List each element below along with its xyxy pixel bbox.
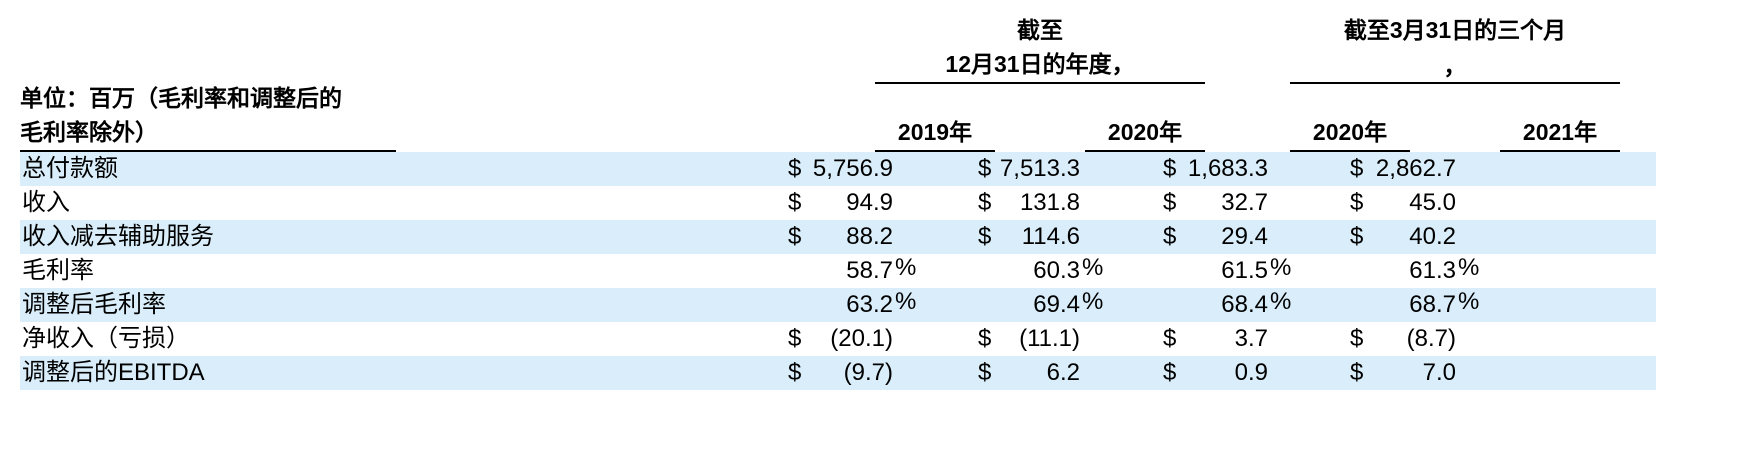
dollar-sign-2020-annual: $: [978, 155, 992, 182]
group1-title-line1: 截至: [1017, 17, 1063, 43]
unit-label-line2: 毛利率除外）: [20, 119, 158, 145]
dollar-sign-2020-annual: $: [978, 325, 992, 352]
value-2020-annual: 60.3: [1033, 257, 1080, 284]
group1-title-line2: 12月31日的年度，: [945, 51, 1135, 77]
percent-sign-2020-quarter: %: [1270, 254, 1292, 281]
column-header-2020-quarter-underline: [1290, 150, 1410, 152]
value-2019: 5,756.9: [812, 155, 893, 182]
value-2020-quarter: 68.4: [1221, 291, 1268, 318]
percent-sign-2020-annual: %: [1082, 254, 1104, 281]
row-label: 收入减去辅助服务: [22, 223, 214, 250]
value-2019: 94.9: [846, 189, 893, 216]
table-row-band: [20, 220, 1656, 254]
column-header-2019-underline: [875, 150, 995, 152]
value-2020-annual: 69.4: [1033, 291, 1080, 318]
value-2019: (20.1): [830, 325, 893, 352]
column-header-2021-underline: [1500, 150, 1620, 152]
value-2020-annual: 7,513.3: [999, 155, 1080, 182]
value-2020-annual: (11.1): [1019, 325, 1080, 352]
value-2020-quarter: 32.7: [1221, 189, 1268, 216]
unit-label-line1: 单位：百万（毛利率和调整后的: [20, 85, 342, 111]
value-2020-quarter: 1,683.3: [1187, 155, 1268, 182]
column-header-2020-quarter: 2020年: [1312, 119, 1388, 145]
value-2020-quarter: 3.7: [1234, 325, 1268, 352]
group2-underline: [1290, 82, 1620, 84]
row-label: 毛利率: [22, 257, 94, 284]
group2-title-line2: ，: [1443, 53, 1467, 79]
value-2021: (8.7): [1406, 325, 1456, 352]
value-2019: 63.2: [846, 291, 893, 318]
unit-label-underline: [20, 150, 396, 152]
dollar-sign-2020-quarter: $: [1163, 359, 1177, 386]
value-2019: (9.7): [843, 359, 893, 386]
row-label: 总付款额: [22, 155, 118, 182]
value-2021: 2,862.7: [1375, 155, 1456, 182]
row-label: 收入: [22, 189, 70, 216]
value-2021: 45.0: [1409, 189, 1456, 216]
dollar-sign-2019: $: [788, 189, 802, 216]
value-2020-quarter: 0.9: [1234, 359, 1268, 386]
value-2020-annual: 131.8: [1019, 189, 1080, 216]
dollar-sign-2021: $: [1350, 223, 1364, 250]
value-2021: 68.7: [1409, 291, 1456, 318]
value-2020-quarter: 29.4: [1221, 223, 1268, 250]
percent-sign-2021: %: [1458, 254, 1480, 281]
row-label: 净收入（亏损）: [22, 325, 190, 352]
table-row-band: [20, 356, 1656, 390]
percent-sign-2020-quarter: %: [1270, 288, 1292, 315]
value-2021: 40.2: [1409, 223, 1456, 250]
value-2020-quarter: 61.5: [1221, 257, 1268, 284]
dollar-sign-2020-annual: $: [978, 223, 992, 250]
percent-sign-2019: %: [895, 254, 917, 281]
value-2021: 61.3: [1409, 257, 1456, 284]
percent-sign-2019: %: [895, 288, 917, 315]
percent-sign-2020-annual: %: [1082, 288, 1104, 315]
dollar-sign-2020-quarter: $: [1163, 155, 1177, 182]
dollar-sign-2019: $: [788, 359, 802, 386]
dollar-sign-2019: $: [788, 155, 802, 182]
group1-underline: [875, 82, 1205, 84]
dollar-sign-2020-quarter: $: [1163, 189, 1177, 216]
row-label: 调整后的EBITDA: [22, 359, 205, 386]
column-header-2021: 2021年: [1522, 119, 1598, 145]
dollar-sign-2020-annual: $: [978, 359, 992, 386]
column-header-2020-annual: 2020年: [1107, 119, 1183, 145]
dollar-sign-2020-annual: $: [978, 189, 992, 216]
dollar-sign-2021: $: [1350, 155, 1364, 182]
row-label: 调整后毛利率: [22, 291, 166, 318]
value-2020-annual: 6.2: [1046, 359, 1080, 386]
value-2020-annual: 114.6: [1021, 223, 1080, 250]
column-header-2020-annual-underline: [1085, 150, 1205, 152]
value-2021: 7.0: [1422, 359, 1456, 386]
column-header-2019: 2019年: [897, 119, 973, 145]
dollar-sign-2021: $: [1350, 359, 1364, 386]
dollar-sign-2021: $: [1350, 325, 1364, 352]
dollar-sign-2021: $: [1350, 189, 1364, 216]
table-row-band: [20, 288, 1656, 322]
dollar-sign-2020-quarter: $: [1163, 325, 1177, 352]
dollar-sign-2020-quarter: $: [1163, 223, 1177, 250]
value-2019: 58.7: [846, 257, 893, 284]
dollar-sign-2019: $: [788, 223, 802, 250]
percent-sign-2021: %: [1458, 288, 1480, 315]
dollar-sign-2019: $: [788, 325, 802, 352]
group2-title-line1: 截至3月31日的三个月: [1343, 17, 1567, 43]
value-2019: 88.2: [846, 223, 893, 250]
table-row-band: [20, 152, 1656, 186]
